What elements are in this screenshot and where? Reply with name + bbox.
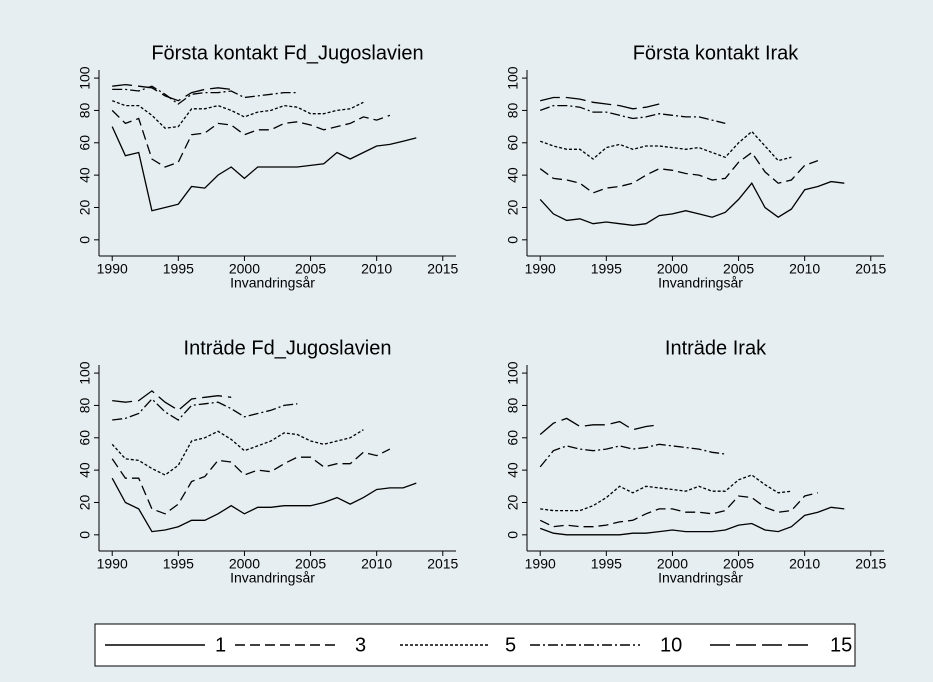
y-tick-label: 0	[77, 236, 93, 244]
y-tick-label: 80	[505, 397, 521, 413]
y-tick-label: 0	[505, 236, 521, 244]
series-line	[112, 85, 298, 105]
x-axis-label: Invandringsår	[658, 570, 743, 586]
legend-label: 5	[505, 634, 516, 656]
x-tick-label: 1990	[97, 261, 128, 277]
x-tick-label: 2010	[789, 261, 820, 277]
x-tick-label: 2005	[295, 556, 326, 572]
y-tick-label: 40	[77, 462, 93, 478]
y-tick-label: 20	[77, 494, 93, 510]
x-tick-label: 2015	[427, 556, 458, 572]
series-line	[539, 492, 819, 528]
legend-label: 1	[215, 634, 226, 656]
y-tick-label: 80	[505, 102, 521, 118]
x-tick-label: 2005	[295, 261, 326, 277]
y-tick-label: 40	[505, 167, 521, 183]
x-tick-label: 1995	[163, 556, 194, 572]
y-tick-label: 80	[77, 102, 93, 118]
series-line	[112, 398, 298, 421]
series-line	[539, 417, 660, 435]
series-line	[112, 83, 232, 102]
x-tick-label: 1995	[591, 556, 622, 572]
x-tick-label: 2005	[723, 261, 754, 277]
y-tick-label: 60	[77, 430, 93, 446]
chart-title: Första kontakt Irak	[633, 42, 800, 64]
x-axis-label: Invandringsår	[230, 275, 315, 291]
series-line	[111, 477, 417, 533]
series-line	[539, 506, 845, 536]
y-tick-label: 0	[77, 531, 93, 539]
series-line	[539, 130, 792, 162]
x-tick-label: 2000	[657, 261, 688, 277]
y-tick-label: 60	[505, 430, 521, 446]
y-tick-label: 80	[77, 397, 93, 413]
y-tick-label: 40	[505, 462, 521, 478]
x-tick-label: 2015	[427, 261, 458, 277]
y-tick-label: 20	[77, 199, 93, 215]
x-tick-label: 1990	[525, 261, 556, 277]
y-tick-label: 20	[505, 199, 521, 215]
y-tick-label: 0	[505, 531, 521, 539]
x-tick-label: 2015	[855, 261, 886, 277]
x-tick-label: 1990	[97, 556, 128, 572]
y-tick-label: 100	[505, 66, 521, 90]
x-tick-label: 1990	[525, 556, 556, 572]
series-line	[539, 180, 845, 226]
x-tick-label: 2010	[361, 556, 392, 572]
legend-label: 10	[660, 634, 682, 656]
x-tick-label: 2000	[229, 556, 260, 572]
x-tick-label: 1995	[163, 261, 194, 277]
series-line	[539, 151, 819, 194]
series-line	[111, 429, 364, 476]
series-line	[111, 100, 364, 129]
chart-title: Inträde Irak	[665, 337, 767, 359]
y-tick-label: 60	[505, 135, 521, 151]
series-line	[540, 96, 660, 110]
x-tick-label: 1995	[591, 261, 622, 277]
x-tick-label: 2005	[723, 556, 754, 572]
series-line	[111, 109, 391, 168]
legend-label: 3	[355, 634, 366, 656]
x-tick-label: 2010	[789, 556, 820, 572]
x-tick-label: 2010	[361, 261, 392, 277]
chart-title: Första kontakt Fd_Jugoslavien	[151, 42, 423, 64]
series-line	[112, 390, 232, 412]
series-line	[111, 126, 417, 212]
series-line	[539, 443, 726, 468]
series-line	[539, 104, 726, 125]
x-axis-label: Invandringsår	[230, 570, 315, 586]
y-tick-label: 100	[77, 361, 93, 385]
x-tick-label: 2000	[657, 556, 688, 572]
y-tick-label: 100	[505, 361, 521, 385]
legend-label: 15	[830, 634, 852, 656]
x-tick-label: 2015	[855, 556, 886, 572]
y-tick-label: 40	[77, 167, 93, 183]
x-tick-label: 2000	[229, 261, 260, 277]
chart-title: Inträde Fd_Jugoslavien	[184, 337, 392, 359]
series-line	[111, 448, 391, 515]
y-tick-label: 20	[505, 494, 521, 510]
y-tick-label: 60	[77, 135, 93, 151]
series-line	[540, 474, 792, 512]
x-axis-label: Invandringsår	[658, 275, 743, 291]
y-tick-label: 100	[77, 66, 93, 90]
